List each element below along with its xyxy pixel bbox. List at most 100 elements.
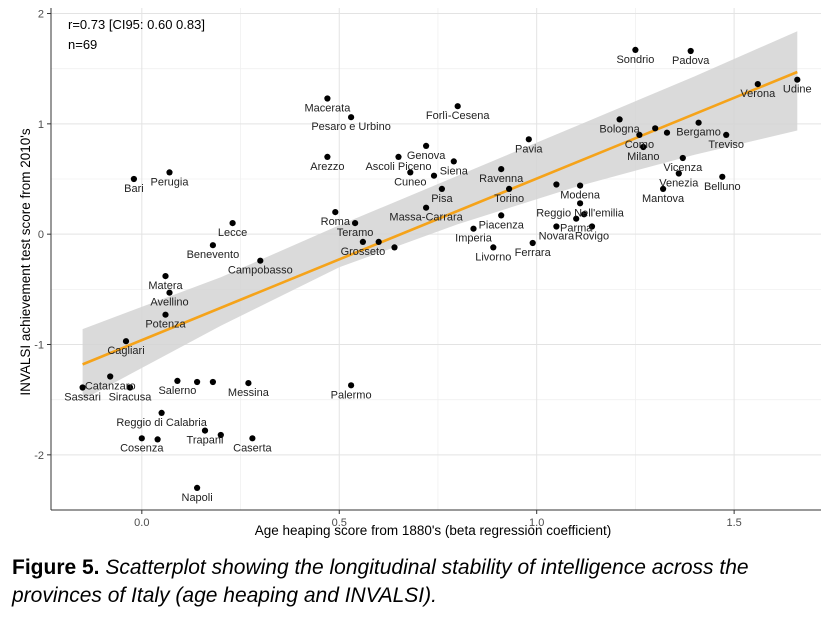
data-point: [640, 143, 647, 151]
point-label: Teramo: [337, 227, 374, 239]
data-points: [79, 46, 801, 491]
data-point: [529, 239, 536, 247]
data-point: [162, 273, 169, 280]
data-point: [723, 131, 730, 138]
x-tick-label: 1.5: [726, 517, 741, 529]
data-point: [130, 175, 137, 183]
caption-label: Figure 5.: [12, 556, 100, 579]
point-label: Venezia: [659, 178, 699, 190]
data-point: [166, 289, 173, 296]
regression-line: [82, 70, 798, 366]
point-label: Siena: [440, 165, 469, 177]
y-tick-label: 0: [38, 229, 44, 241]
data-point: [636, 131, 643, 138]
point-label: Messina: [228, 387, 270, 399]
data-point: [407, 169, 414, 176]
point-label: Ravenna: [479, 173, 524, 185]
data-point: [324, 153, 331, 160]
point-label: Piacenza: [479, 219, 525, 231]
point-label: Cuneo: [394, 176, 426, 188]
point-label: Verona: [740, 88, 776, 100]
point-label: Avellino: [150, 297, 188, 309]
data-point: [79, 384, 86, 391]
point-label: Salerno: [158, 385, 196, 397]
point-label: Campobasso: [228, 265, 293, 277]
data-point: [423, 204, 430, 211]
point-label: Perugia: [151, 176, 190, 188]
data-point: [577, 182, 584, 189]
data-point: [194, 484, 201, 491]
point-label: Arezzo: [310, 161, 344, 173]
data-point: [616, 116, 623, 123]
point-label: Mantova: [642, 193, 685, 205]
data-point: [687, 47, 694, 55]
point-label: Benevento: [187, 249, 240, 261]
data-point: [332, 209, 339, 216]
point-label: Pesaro e Urbino: [311, 121, 391, 133]
x-tick-label: 0.5: [332, 517, 347, 529]
point-label: Lecce: [218, 227, 247, 239]
y-tick-label: -1: [34, 340, 44, 352]
y-axis-label: INVALSI achievement test score from 2010…: [18, 128, 33, 395]
x-axis-ticks: 0.0 0.5 1.0 1.5: [134, 510, 742, 529]
point-label: Belluno: [704, 181, 741, 193]
point-labels: Sondrio Padova Udine Verona Macerata Forlì-Ce…: [64, 54, 811, 504]
point-label: Rovigo: [575, 231, 609, 243]
point-label: Palermo: [331, 389, 372, 401]
x-axis-label: Age heaping score from 1880's (beta regr…: [255, 523, 612, 538]
minor-gridlines: [51, 8, 821, 510]
point-label: Siracusa: [109, 392, 153, 404]
point-label: Treviso: [708, 139, 744, 151]
data-point: [158, 409, 165, 416]
data-point: [201, 427, 209, 434]
data-point: [652, 125, 659, 132]
data-point: [430, 172, 438, 179]
data-point: [348, 382, 355, 389]
data-point: [450, 158, 457, 165]
point-label: Catanzaro: [85, 381, 136, 393]
data-point: [166, 169, 173, 176]
annotation-correlation: r=0.73 [CI95: 0.60 0.83]: [68, 17, 205, 32]
data-point: [154, 436, 161, 443]
y-tick-label: 2: [38, 9, 44, 21]
data-point: [490, 244, 497, 251]
point-label: Milano: [627, 151, 659, 163]
data-point: [573, 215, 580, 222]
point-label: Pavia: [515, 143, 543, 155]
point-label: Imperia: [455, 233, 493, 245]
annotation-n: n=69: [68, 37, 97, 52]
point-label: Bari: [124, 183, 144, 195]
caption-text: Scatterplot showing the longitudinal sta…: [12, 556, 749, 607]
point-label: Sondrio: [616, 54, 654, 66]
data-point: [126, 384, 134, 391]
point-label: Novara: [539, 231, 575, 243]
scatterplot: Sondrio Padova Udine Verona Macerata Forlì-Ce…: [18, 8, 821, 538]
point-label: Roma: [321, 216, 351, 228]
point-label: Cosenza: [120, 442, 164, 454]
point-label: Reggio Nell'emilia: [536, 207, 625, 219]
data-point: [632, 46, 639, 54]
point-label: Sassari: [64, 392, 101, 404]
data-point: [395, 153, 402, 160]
point-label: Potenza: [145, 319, 186, 331]
data-point: [162, 311, 169, 318]
point-label: Livorno: [475, 251, 511, 263]
data-point: [577, 200, 584, 207]
data-point: [553, 181, 560, 188]
data-point: [359, 238, 366, 245]
point-label: Pisa: [431, 193, 453, 205]
data-point: [695, 119, 702, 126]
point-label: Ascoli Piceno: [365, 161, 431, 173]
point-label: Udine: [783, 84, 812, 96]
data-point: [454, 103, 461, 110]
data-point: [249, 435, 256, 442]
data-point: [506, 185, 513, 192]
point-label: Trapani: [187, 435, 224, 447]
data-point: [209, 242, 216, 249]
data-point: [498, 166, 505, 173]
data-point: [553, 223, 560, 230]
data-point: [794, 76, 801, 83]
data-point: [245, 380, 252, 387]
data-point: [122, 338, 130, 345]
point-label: Ferrara: [515, 247, 552, 259]
